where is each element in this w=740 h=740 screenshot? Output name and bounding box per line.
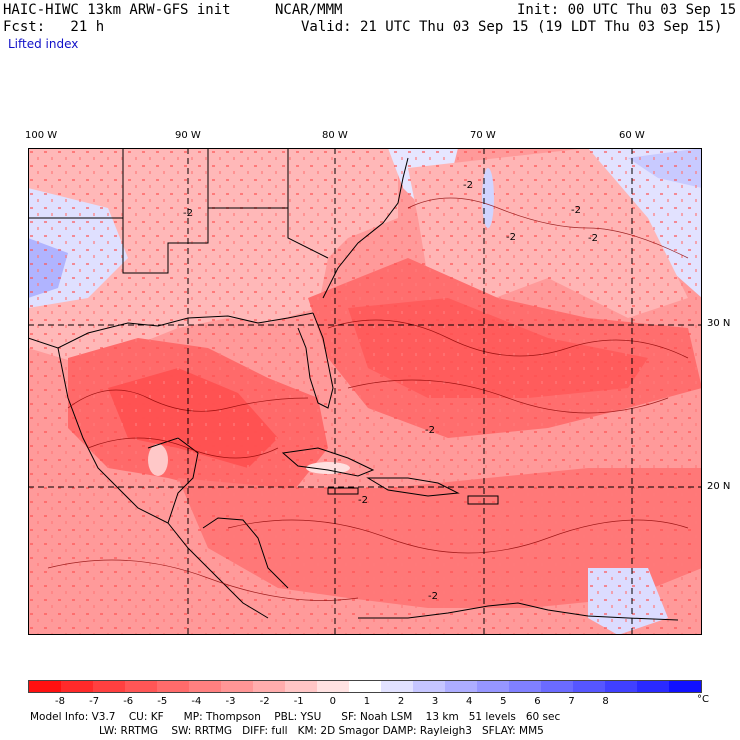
colorbar-swatch <box>509 681 541 692</box>
field-speckle <box>28 148 702 635</box>
colorbar-swatch <box>221 681 253 692</box>
forecast-hour: Fcst: 21 h <box>3 19 105 35</box>
lon-label-60w: 60 W <box>619 130 645 141</box>
lifted-index-map: -2 -2 -2 -2 -2 -2 -2 -2 <box>28 148 702 635</box>
contour-lines <box>47 197 689 601</box>
contour-label: -2 <box>183 208 193 219</box>
contour-label: -2 <box>428 591 438 602</box>
init-time: Init: 00 UTC Thu 03 Sep 15 <box>517 2 737 18</box>
colorbar-swatch <box>157 681 189 692</box>
pale-patch-gulf-of-maine <box>482 168 494 228</box>
lat-lon-grid <box>28 148 702 635</box>
colorbar <box>28 680 702 693</box>
colorbar-tick-label: 2 <box>397 696 405 707</box>
colorbar-swatch <box>61 681 93 692</box>
colorbar-swatch <box>477 681 509 692</box>
contour-label: -2 <box>588 233 598 244</box>
colorbar-swatch <box>125 681 157 692</box>
colorbar-tick-label: 7 <box>568 696 575 707</box>
lon-label-70w: 70 W <box>470 130 496 141</box>
pale-patch-yucatan <box>148 444 168 476</box>
colorbar-unit: °C <box>697 694 709 705</box>
valid-time: Valid: 21 UTC Thu 03 Sep 15 (19 LDT Thu … <box>301 19 723 35</box>
colorbar-swatch <box>253 681 285 692</box>
colorbar-tick-label: -3 <box>225 696 236 707</box>
lon-label-100w: 100 W <box>25 130 58 141</box>
org-label: NCAR/MMM <box>275 2 343 18</box>
colorbar-swatch <box>637 681 669 692</box>
colorbar-swatch <box>541 681 573 692</box>
colorbar-tick-label: 4 <box>466 696 473 707</box>
colorbar-tick-label: 8 <box>602 696 609 707</box>
colorbar-tick-label: 6 <box>534 696 541 707</box>
colorbar-swatch <box>413 681 445 692</box>
colorbar-tick-label: -2 <box>259 696 270 707</box>
contour-label: -2 <box>358 495 368 506</box>
colorbar-swatch <box>285 681 317 692</box>
model-title: HAIC-HIWC 13km ARW-GFS init <box>3 2 231 18</box>
pale-patch-cuba <box>306 462 350 474</box>
map-frame <box>28 148 702 635</box>
model-info-line1: Model Info: V3.7 CU: KF MP: Thompson PBL… <box>30 711 561 723</box>
colorbar-tick-label: -8 <box>55 696 65 707</box>
model-info-line2: LW: RRTMG SW: RRTMG DIFF: full KM: 2D Sm… <box>99 725 544 737</box>
contour-label: -2 <box>425 425 435 436</box>
colorbar-tick-label: 0 <box>329 696 336 707</box>
colorbar-tick-label: 3 <box>431 696 439 707</box>
colorbar-swatch <box>189 681 221 692</box>
colorbar-swatch <box>605 681 637 692</box>
colorbar-swatch <box>381 681 413 692</box>
colorbar-tick-label: 5 <box>500 696 507 707</box>
lat-label-30n: 30 N <box>707 318 731 329</box>
lon-label-90w: 90 W <box>175 130 201 141</box>
colorbar-tick-label: 1 <box>363 696 371 707</box>
lat-label-20n: 20 N <box>707 481 731 492</box>
colorbar-tick-label: -7 <box>89 696 100 707</box>
field-name: Lifted index <box>8 37 79 51</box>
colorbar-swatch <box>29 681 61 692</box>
contour-label: -2 <box>571 205 581 216</box>
colorbar-swatch <box>573 681 605 692</box>
colorbar-swatch <box>349 681 381 692</box>
colorbar-swatch <box>93 681 125 692</box>
colorbar-tick-label: -4 <box>191 696 202 707</box>
lon-label-80w: 80 W <box>322 130 348 141</box>
colorbar-tick-label: -5 <box>157 696 168 707</box>
colorbar-tick-label: -1 <box>293 696 304 707</box>
colorbar-swatch <box>445 681 477 692</box>
colorbar-swatch <box>669 681 701 692</box>
contour-label: -2 <box>506 232 516 243</box>
colorbar-swatch <box>317 681 349 692</box>
contour-label-group: -2 -2 -2 -2 -2 -2 -2 -2 <box>183 180 598 602</box>
contour-label: -2 <box>463 180 473 191</box>
colorbar-tick-label: -6 <box>123 696 134 707</box>
